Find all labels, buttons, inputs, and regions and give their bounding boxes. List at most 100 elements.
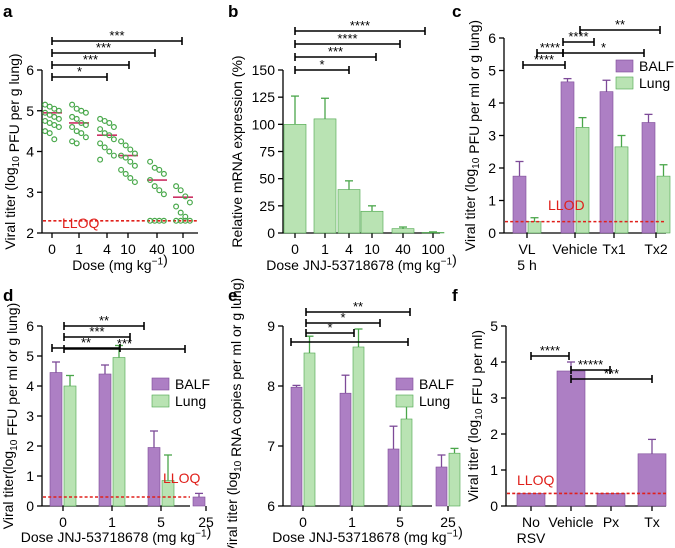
y-tick-label: 4 — [488, 95, 496, 111]
data-point — [78, 130, 85, 137]
data-point — [122, 170, 129, 177]
y-tick-label: 7 — [267, 438, 275, 454]
y-tick-label: 75 — [259, 144, 275, 160]
x-tick-label: 5 — [396, 514, 404, 530]
threshold-label: LLOD — [548, 197, 585, 213]
bar — [596, 493, 626, 507]
y-tick-label: 4 — [26, 144, 34, 160]
panel-letter-e: e — [228, 286, 237, 305]
legend-swatch — [151, 377, 170, 391]
bar — [339, 392, 352, 507]
significance-label: * — [340, 310, 345, 325]
significance-label: * — [77, 64, 82, 79]
threshold-label: LLOQ — [62, 215, 99, 231]
bar — [637, 453, 667, 507]
significance-label: * — [601, 40, 606, 55]
x-tick-label: 25 — [440, 514, 456, 530]
significance-label: **** — [540, 343, 560, 358]
legend-swatch — [151, 394, 170, 408]
x-tick-label: RSV — [517, 530, 546, 546]
y-axis-label: Viral titer (log10 PFU per g lung) — [2, 53, 22, 249]
bar — [192, 496, 206, 507]
significance-label: *** — [83, 52, 98, 67]
y-axis-label: Viral titer (log10 RNA copies per ml or … — [224, 278, 244, 548]
y-tick-label: 0 — [267, 225, 275, 241]
bar — [313, 118, 337, 234]
data-point — [131, 150, 138, 157]
chart-panel-a: 2 3 4 5 6 0 1 4 10 40 100 Viral titer (log10 PFU pe… — [2, 28, 198, 273]
significance-label: ** — [81, 335, 91, 350]
x-tick-label: 0 — [59, 514, 67, 530]
data-point — [55, 124, 62, 131]
data-point — [127, 146, 134, 153]
data-point — [122, 142, 129, 149]
x-tick-label: 5 h — [517, 257, 536, 273]
data-point — [127, 174, 134, 181]
y-tick-label: 100 — [252, 116, 276, 132]
y-tick-label: 125 — [252, 89, 276, 105]
x-tick-label: 10 — [364, 241, 380, 257]
y-tick-label: 0 — [488, 225, 496, 241]
data-point — [160, 191, 167, 198]
data-point — [46, 130, 53, 137]
data-point — [173, 183, 180, 190]
x-tick-label: Px — [603, 514, 619, 530]
data-point — [118, 138, 125, 145]
chart-panel-e: 6 7 8 9 0 1 5 25 Viral titer (log10 RNA copies p… — [224, 278, 463, 548]
bar — [283, 124, 307, 234]
x-tick-label: 0 — [299, 514, 307, 530]
x-tick-label: Vehicle — [548, 514, 593, 530]
data-point — [73, 115, 80, 122]
y-tick-label: 0 — [26, 498, 34, 514]
data-point — [69, 101, 76, 108]
data-point — [106, 148, 113, 155]
y-tick-label: 5 — [26, 103, 34, 119]
x-tick-label: No — [522, 514, 540, 530]
bar — [641, 122, 656, 234]
y-tick-label: 5 — [490, 318, 498, 334]
y-tick-label: 2 — [26, 438, 34, 454]
x-tick-label: 1 — [321, 241, 329, 257]
x-tick-label: 40 — [149, 241, 165, 257]
significance-label: * — [319, 57, 324, 72]
bar — [435, 466, 448, 507]
significance-label: *** — [109, 28, 124, 43]
bar — [337, 189, 361, 234]
data-point — [177, 187, 184, 194]
bar — [400, 418, 413, 507]
threshold-label: LLOQ — [163, 470, 200, 486]
bar — [516, 493, 546, 507]
legend-label: Lung — [419, 393, 450, 409]
panel-letter-a: a — [3, 2, 13, 21]
bar — [614, 146, 629, 234]
y-tick-label: 2 — [488, 160, 496, 176]
bar — [112, 357, 126, 507]
data-point — [97, 140, 104, 147]
x-tick-label: 4 — [345, 241, 353, 257]
chart-panel-b: 0 25 50 75 100 125 150 0 1 4 10 40 100 Relative mRNA … — [229, 18, 457, 273]
x-tick-label: Tx1 — [602, 241, 626, 257]
x-tick-label: 100 — [171, 241, 195, 257]
x-tick-label: 1 — [75, 241, 83, 257]
data-point — [127, 158, 134, 165]
significance-label: **** — [568, 29, 588, 44]
data-point — [147, 177, 154, 184]
x-tick-label: 4 — [103, 241, 111, 257]
chart-panel-c: 0 1 2 3 4 5 6 VL5 h Vehicle Tx1 Tx2 Viral titer (lo… — [462, 17, 674, 273]
y-tick-label: 0 — [490, 498, 498, 514]
significance-label: ** — [99, 313, 109, 328]
significance-label: ** — [615, 17, 625, 32]
legend-swatch — [615, 76, 634, 90]
bar — [98, 373, 112, 507]
y-tick-label: 50 — [259, 171, 275, 187]
legend-label: BALF — [419, 376, 454, 392]
data-point — [177, 209, 184, 216]
legend-swatch — [395, 394, 414, 408]
significance-label: *** — [96, 40, 111, 55]
y-tick-label: 5 — [488, 63, 496, 79]
bar — [448, 452, 461, 507]
panel-letter-b: b — [228, 2, 238, 21]
y-tick-label: 6 — [26, 318, 34, 334]
bar — [656, 175, 671, 234]
x-axis-label: Dose JNJ-53718678 (mg kg−1) — [272, 523, 463, 545]
